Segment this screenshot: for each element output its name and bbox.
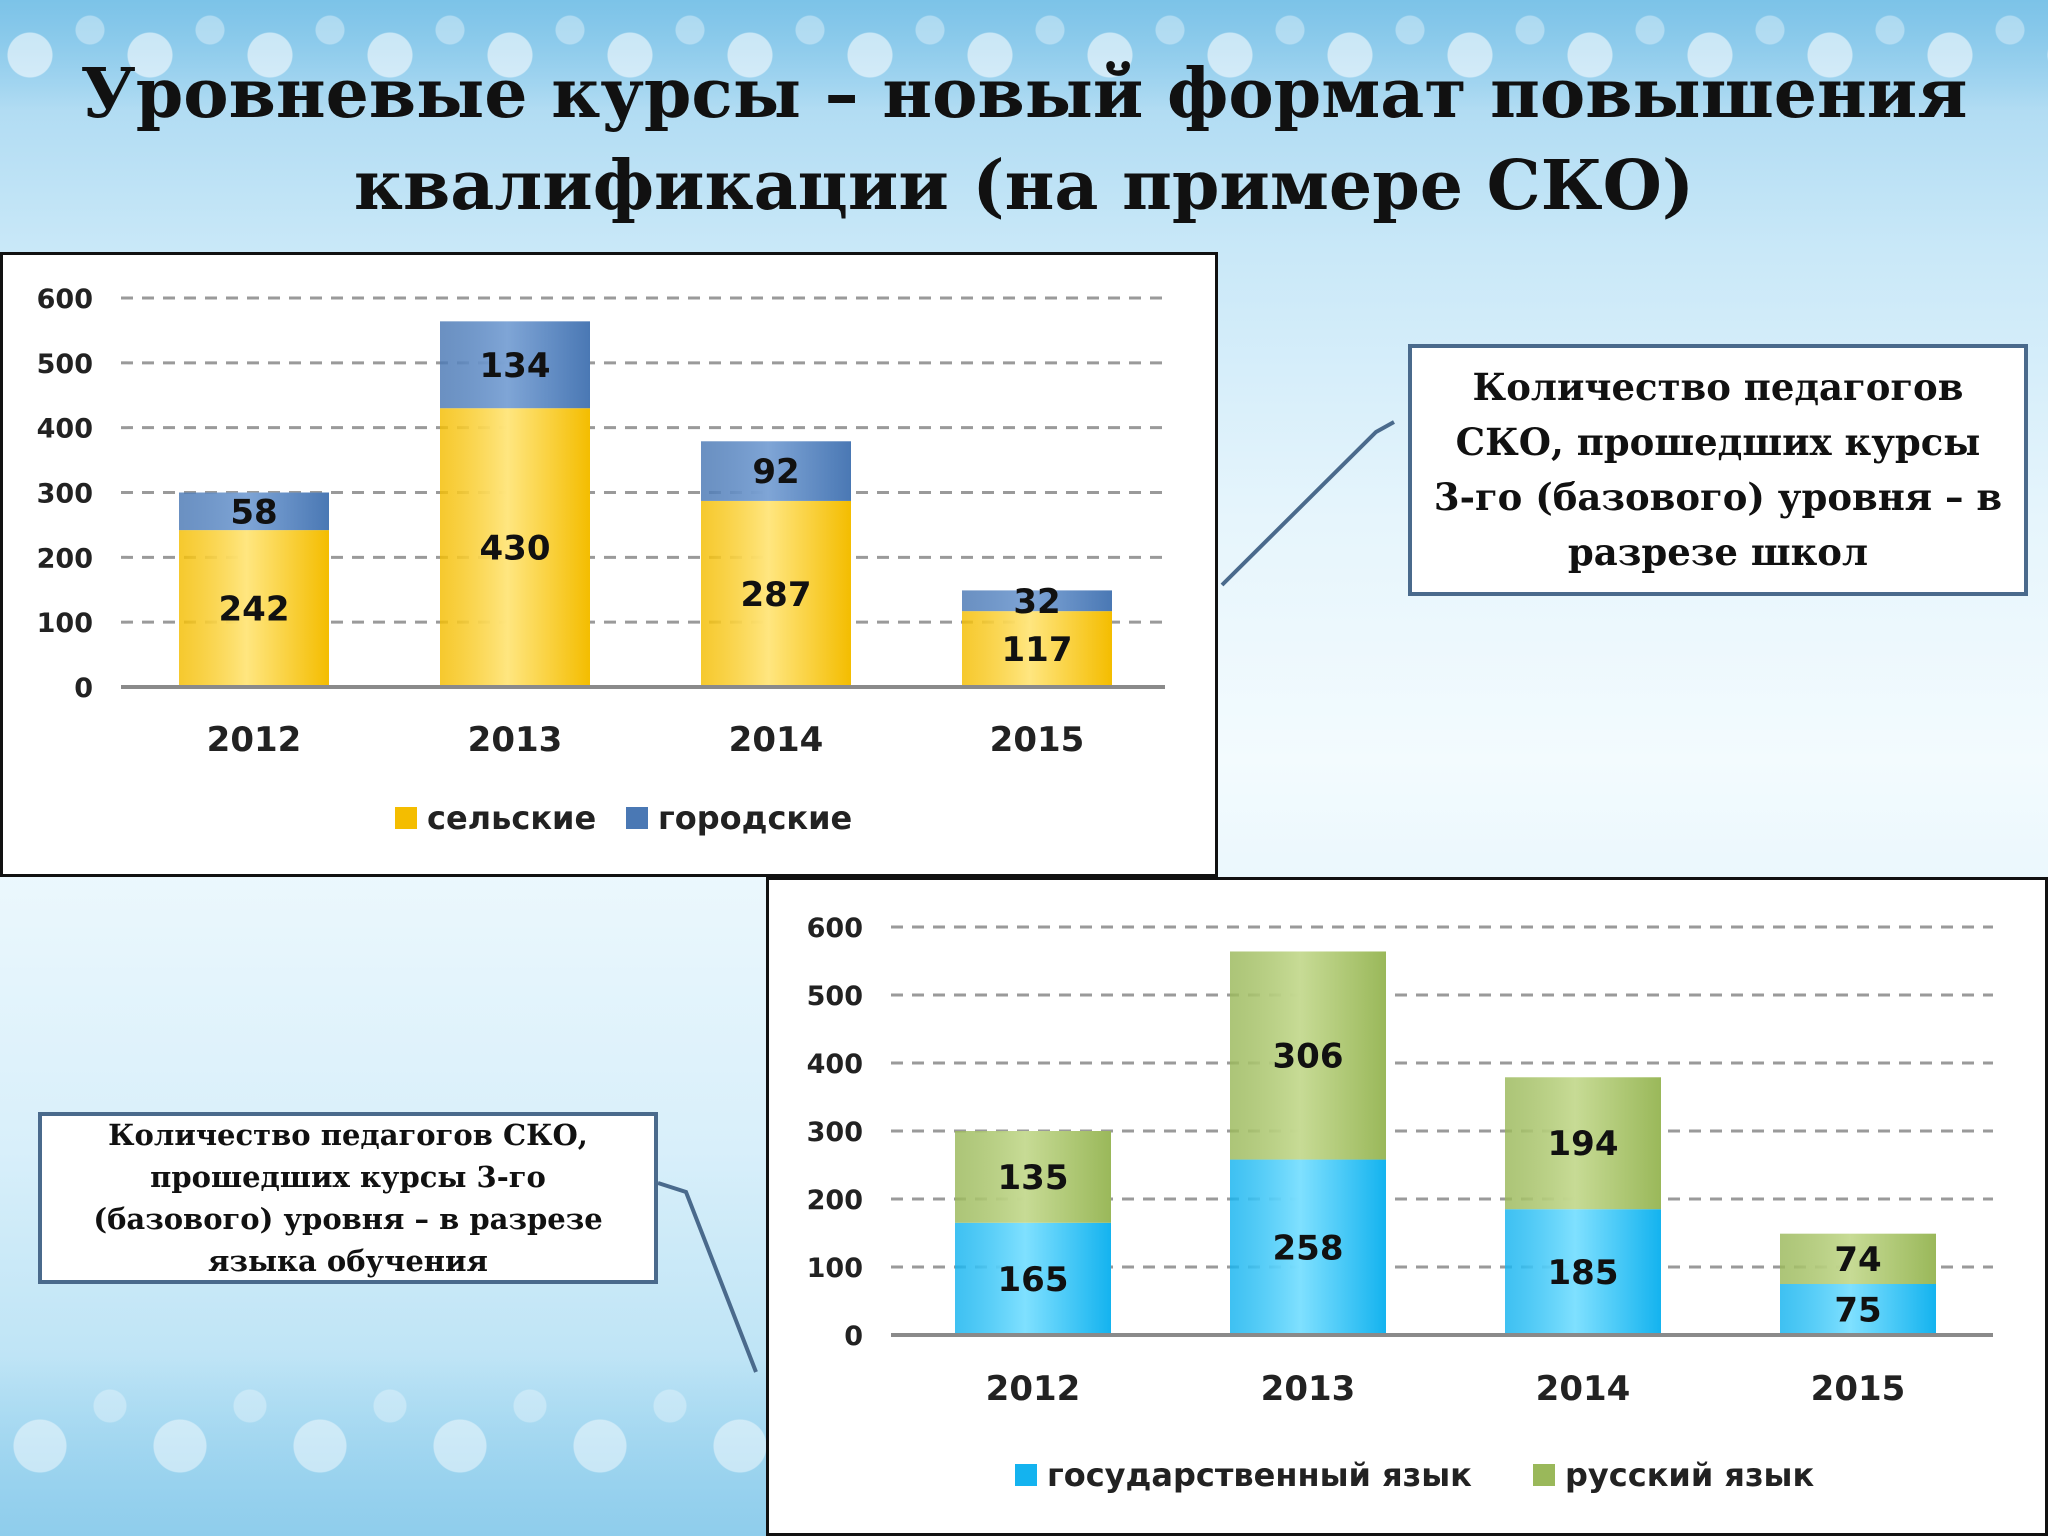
y-tick-label: 300 [37, 479, 93, 510]
y-tick-label: 100 [37, 608, 93, 639]
slide-title-line-2: квалификации (на примере СКО) [353, 146, 1695, 226]
leader-line-bottom [657, 1181, 758, 1373]
legend-label: сельские [427, 799, 596, 837]
x-category-label: 2014 [1536, 1369, 1631, 1409]
y-tick-label: 100 [807, 1253, 863, 1284]
bar-value-label: 306 [1273, 1037, 1344, 1077]
bar-value-label: 32 [1013, 582, 1060, 622]
bar-value-label: 92 [752, 452, 799, 492]
legend-swatch [1015, 1464, 1037, 1486]
y-tick-label: 300 [807, 1117, 863, 1148]
x-category-label: 2013 [468, 720, 563, 760]
y-tick-label: 400 [37, 414, 93, 445]
y-tick-label: 200 [807, 1185, 863, 1216]
x-category-label: 2015 [1811, 1369, 1906, 1409]
legend-label: городские [658, 799, 852, 837]
x-category-label: 2012 [207, 720, 302, 760]
bar-value-label: 134 [480, 346, 551, 386]
bar-2015-series-1 [962, 590, 1112, 612]
legend-swatch [395, 807, 417, 829]
bar-2013-series-1 [1230, 951, 1386, 1160]
bar-value-label: 165 [998, 1260, 1069, 1300]
bar-2015-series-0 [962, 611, 1112, 687]
bar-value-label: 287 [741, 575, 812, 615]
x-category-label: 2013 [1261, 1369, 1356, 1409]
bar-2014-series-1 [701, 441, 851, 501]
bar-2015-series-1 [1780, 1233, 1936, 1284]
y-tick-label: 500 [37, 349, 93, 380]
bar-value-label: 58 [230, 492, 277, 532]
y-tick-label: 200 [37, 543, 93, 574]
slide-title: Уровневые курсы – новый формат повышения… [0, 48, 2048, 232]
x-category-label: 2015 [990, 720, 1085, 760]
bar-2014-series-0 [1505, 1209, 1661, 1335]
y-tick-label: 600 [807, 913, 863, 944]
y-tick-label: 400 [807, 1049, 863, 1080]
bar-value-label: 185 [1548, 1253, 1619, 1293]
chart-panel-language: 0 100 200 300 400 500 600 165 135 2012 258 306 2013 1… [766, 877, 2048, 1536]
bar-value-label: 74 [1834, 1240, 1881, 1280]
legend-swatch [1533, 1464, 1555, 1486]
bar-2013-series-0 [440, 408, 590, 687]
bar-value-label: 194 [1548, 1124, 1619, 1164]
legend-label: государственный язык [1047, 1456, 1472, 1494]
leader-line-top [1220, 420, 1395, 587]
bar-value-label: 75 [1834, 1291, 1881, 1331]
bar-2012-series-0 [955, 1222, 1111, 1335]
bar-value-label: 242 [219, 590, 290, 630]
bar-2012-series-1 [179, 492, 329, 531]
y-tick-label: 0 [74, 673, 93, 704]
x-category-label: 2014 [729, 720, 824, 760]
bar-2012-series-1 [955, 1131, 1111, 1223]
bar-2013-series-0 [1230, 1159, 1386, 1335]
y-tick-label: 0 [844, 1321, 863, 1352]
bar-value-label: 258 [1273, 1228, 1344, 1268]
chart-language: 0 100 200 300 400 500 600 165 135 2012 258 306 2013 1… [807, 913, 1993, 1494]
y-tick-label: 600 [37, 284, 93, 315]
chart-panel-schools: 0 100 200 300 400 500 600 242 58 2012 430 134 2013 28… [0, 252, 1218, 877]
bar-2015-series-0 [1780, 1284, 1936, 1335]
bar-2012-series-0 [179, 530, 329, 687]
x-category-label: 2012 [986, 1369, 1081, 1409]
callout-schools: Количество педагогов СКО, прошедших курс… [1408, 344, 2028, 596]
legend-swatch [626, 807, 648, 829]
legend-label: русский язык [1565, 1456, 1814, 1494]
bar-value-label: 430 [480, 529, 551, 569]
bar-2013-series-1 [440, 321, 590, 409]
y-tick-label: 500 [807, 981, 863, 1012]
bar-2014-series-0 [701, 500, 851, 687]
bar-value-label: 135 [998, 1158, 1069, 1198]
bar-2014-series-1 [1505, 1077, 1661, 1210]
callout-language: Количество педагогов СКО, прошедших курс… [38, 1112, 658, 1284]
chart-schools: 0 100 200 300 400 500 600 242 58 2012 430 134 2013 28… [37, 284, 1165, 837]
bar-value-label: 117 [1002, 630, 1073, 670]
slide-title-line-1: Уровневые курсы – новый формат повышения [80, 54, 1968, 134]
